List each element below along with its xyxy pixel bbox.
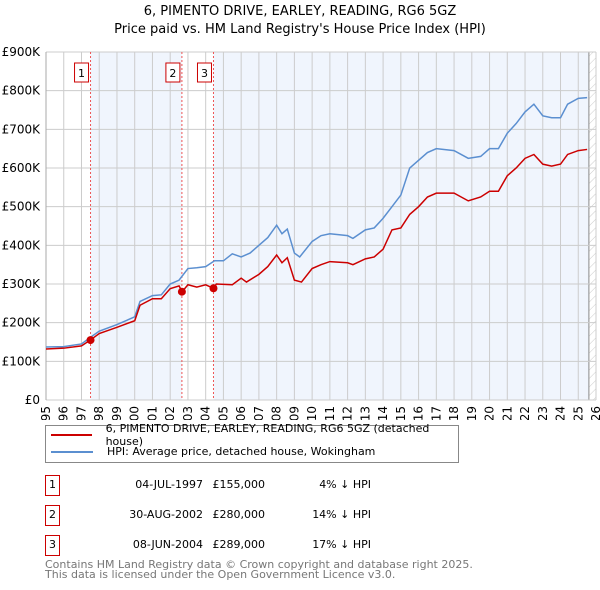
footer: Contains HM Land Registry data © Crown c… [45, 558, 473, 581]
sale-label: 1 [78, 67, 85, 80]
table-row: 2 30-AUG-2002 £280,000 14% ↓ HPI [45, 505, 445, 526]
hpi-line [45, 96, 588, 348]
y-tick-label: £300K [2, 277, 42, 291]
x-tick-label: 2002 [163, 406, 177, 420]
sale-label: 2 [169, 67, 176, 80]
x-tick-label: 2014 [376, 406, 390, 420]
sale-hpi: 4% ↓ HPI [319, 478, 371, 491]
x-tick-label: 2010 [305, 406, 319, 420]
x-tick-label: 2011 [323, 406, 337, 420]
x-tick-label: 2020 [483, 406, 497, 420]
x-tick-label: 2021 [500, 406, 514, 420]
x-tick-label: 2013 [358, 406, 372, 420]
y-tick-label: £100K [2, 354, 42, 368]
sale-label-box [196, 62, 212, 83]
price-chart: 6, PIMENTO DRIVE, EARLEY, READING, RG6 5… [2, 4, 600, 420]
x-tick-label: 1996 [57, 406, 71, 420]
x-tick-label: 2025 [571, 406, 585, 420]
legend-property: 6, PIMENTO DRIVE, EARLEY, READING, RG6 5… [105, 421, 430, 448]
x-tick-label: 2003 [181, 406, 195, 420]
table-row: 3 08-JUN-2004 £289,000 17% ↓ HPI [45, 535, 445, 556]
shaded-region [90, 52, 182, 400]
sale-marker: 1 [45, 475, 60, 496]
legend-hpi: HPI: Average price, detached house, Woki… [107, 445, 376, 458]
x-tick-label: 2018 [447, 406, 461, 420]
y-tick-label: £200K [2, 316, 42, 330]
chart-title: 6, PIMENTO DRIVE, EARLEY, READING, RG6 5… [144, 4, 457, 19]
y-tick-label: £800K [2, 84, 42, 98]
y-tick-label: £500K [2, 200, 42, 214]
x-tick-label: 2026 [589, 406, 600, 420]
sale-label-box [165, 62, 181, 83]
sale-date: 04-JUL-1997 [135, 478, 203, 491]
table-row: 1 04-JUL-1997 £155,000 4% ↓ HPI [45, 475, 445, 496]
sale-marker: 2 [45, 505, 60, 526]
x-tick-label: 2017 [429, 406, 443, 420]
x-tick-label: 2024 [554, 406, 568, 420]
x-tick-label: 2005 [216, 406, 230, 420]
x-tick-label: 1998 [92, 406, 106, 420]
y-tick-label: £400K [2, 238, 42, 252]
y-tick-label: £900K [2, 45, 42, 59]
sale-point [177, 287, 186, 296]
sale-hpi: 17% ↓ HPI [312, 538, 371, 551]
x-tick-label: 2019 [465, 406, 479, 420]
x-tick-label: 2004 [199, 406, 213, 420]
footer-line: This data is licensed under the Open Gov… [45, 568, 396, 581]
x-tick-label: 2016 [412, 406, 426, 420]
sale-date: 08-JUN-2004 [132, 538, 203, 551]
x-tick-label: 2008 [270, 406, 284, 420]
sale-marker: 3 [45, 535, 60, 556]
x-tick-label: 1997 [74, 406, 88, 420]
y-tick-label: £700K [2, 122, 42, 136]
sale-date: 30-AUG-2002 [129, 508, 203, 521]
sale-point [86, 336, 95, 345]
sale-hpi: 14% ↓ HPI [312, 508, 371, 521]
x-tick-label: 1999 [110, 406, 124, 420]
future-hatch [588, 52, 596, 400]
legend-red-line [51, 433, 92, 436]
x-tick-label: 2006 [234, 406, 248, 420]
sale-label: 3 [201, 67, 208, 80]
footer-line: Contains HM Land Registry data © Crown c… [45, 558, 473, 571]
sale-point [209, 284, 218, 293]
sale-price: £280,000 [212, 508, 266, 521]
legend-blue-line [51, 450, 93, 453]
x-tick-label: 2001 [145, 406, 159, 420]
x-tick-label: 2015 [394, 406, 408, 420]
x-tick-label: 2022 [518, 406, 532, 420]
x-tick-label: 2009 [287, 406, 301, 420]
chart-subtitle: Price paid vs. HM Land Registry's House … [114, 22, 486, 37]
x-tick-label: 2012 [341, 406, 355, 420]
x-tick-label: 2000 [128, 406, 142, 420]
x-tick-label: 2007 [252, 406, 266, 420]
x-tick-label: 1995 [39, 406, 53, 420]
price-paid-line [45, 148, 588, 350]
sale-price: £155,000 [212, 478, 266, 491]
y-tick-label: £0 [25, 393, 40, 407]
y-tick-label: £600K [2, 161, 42, 175]
sale-label-box [74, 62, 90, 83]
x-tick-label: 2023 [536, 406, 550, 420]
legend: 6, PIMENTO DRIVE, EARLEY, READING, RG6 5… [45, 421, 459, 463]
sale-price: £289,000 [212, 538, 266, 551]
